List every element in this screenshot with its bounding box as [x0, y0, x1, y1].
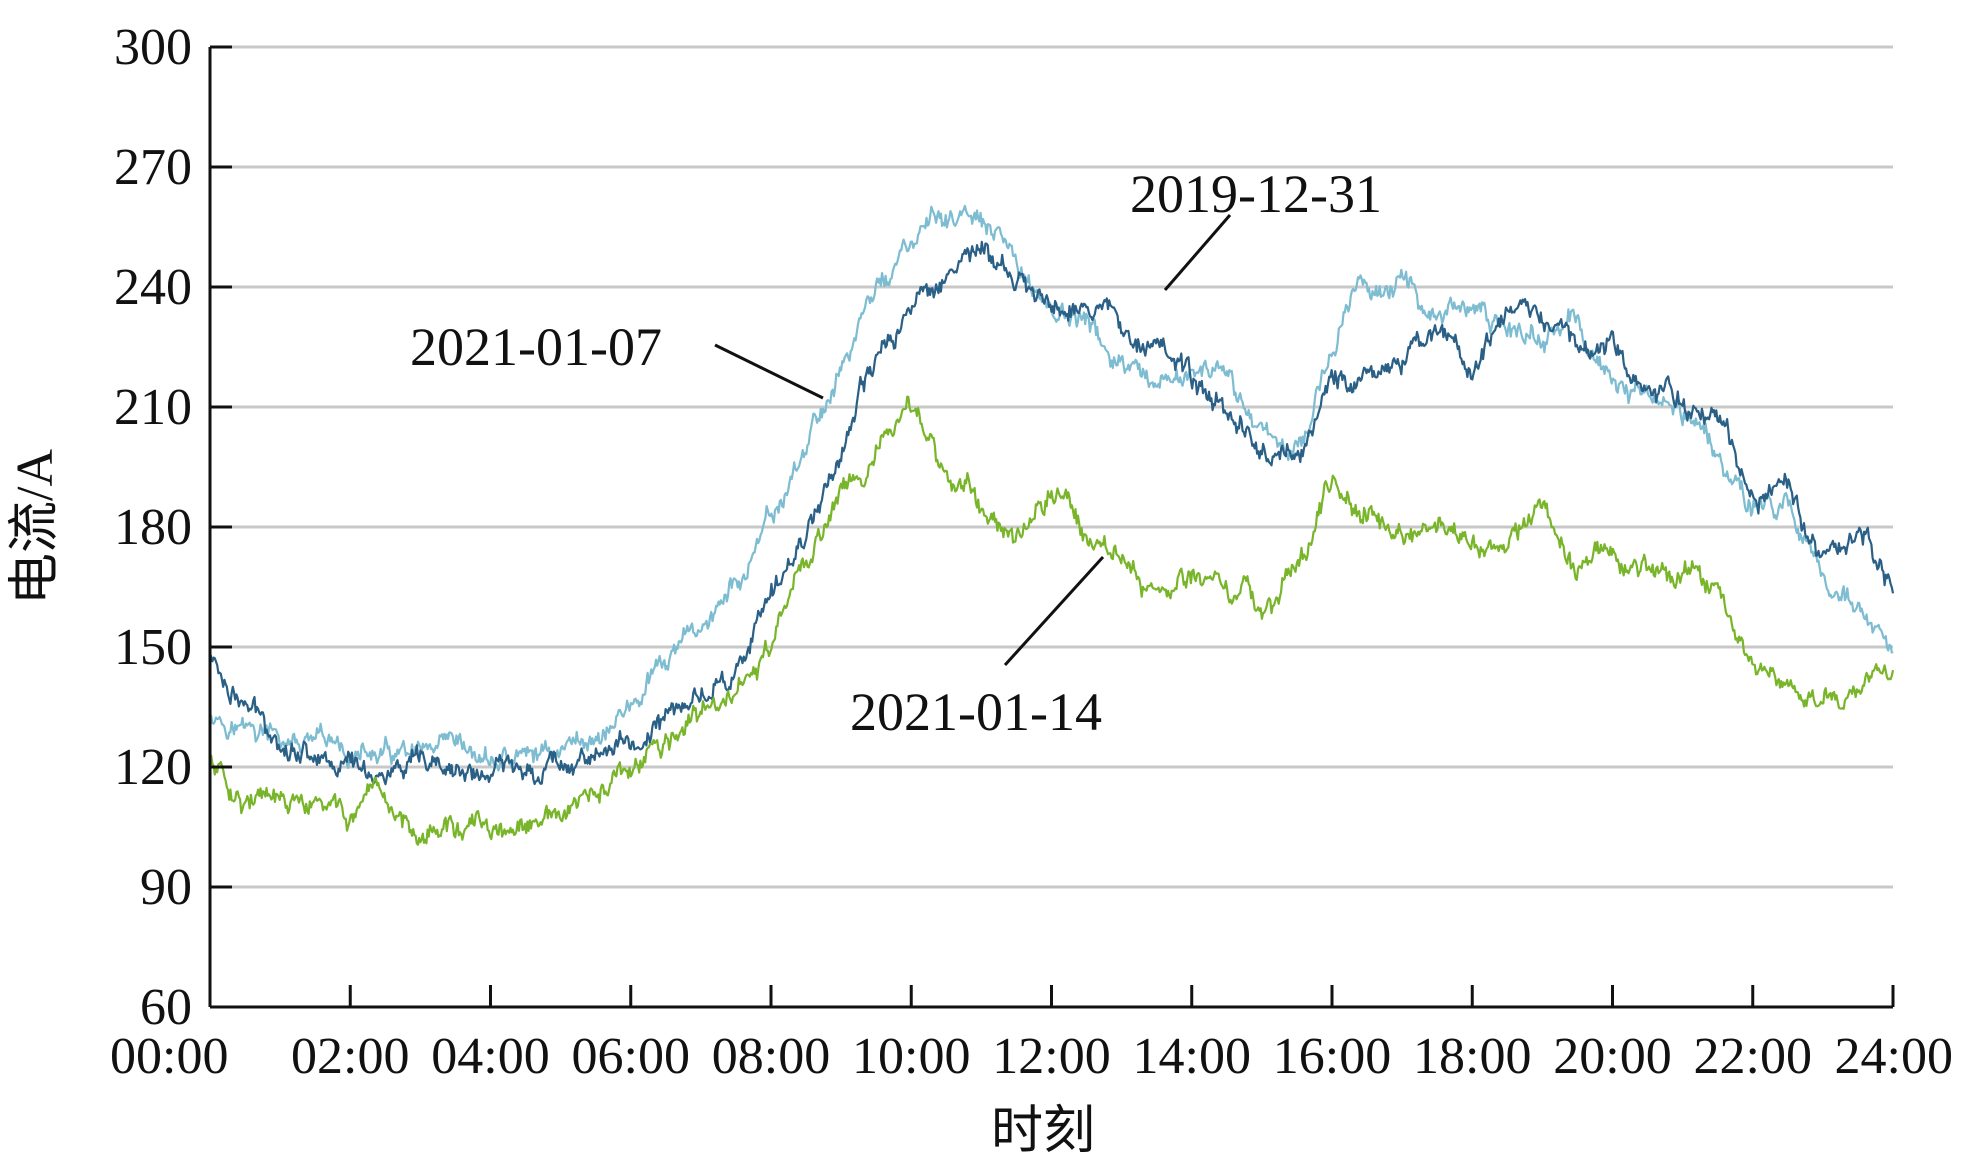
x-tick-label: 12:00: [992, 1028, 1110, 1085]
y-tick-label: 240: [114, 259, 192, 316]
y-tick-labels: 60 90 120 150 180 210 240 270 300: [114, 19, 232, 1036]
leader-2021-01-14: [1003, 555, 1105, 667]
x-tick-label: 24:00: [1835, 1028, 1953, 1085]
annotation-2019-12-31: 2019-12-31: [1130, 164, 1382, 224]
annotation-2021-01-07: 2021-01-07: [410, 317, 662, 377]
series-layer: [208, 204, 1895, 846]
x-tick-label: 04:00: [431, 1028, 549, 1085]
x-tick-label: 20:00: [1553, 1028, 1671, 1085]
x-tick-label: 10:00: [852, 1028, 970, 1085]
x-axis-title: 时刻: [991, 1103, 1095, 1160]
series-annotations: 2019-12-31 2021-01-07 2021-01-14: [410, 164, 1382, 742]
series-line-2021-01-14: [209, 395, 1895, 846]
x-tick-label: 16:00: [1273, 1028, 1391, 1085]
x-tick-label: 00:00: [110, 1028, 228, 1085]
leader-2019-12-31: [1163, 214, 1232, 291]
x-tick-label: 14:00: [1133, 1028, 1251, 1085]
x-tick-label: 02:00: [291, 1028, 409, 1085]
y-tick-label: 120: [114, 739, 192, 796]
series-line-2019-12-31: [208, 240, 1895, 786]
y-tick-label: 150: [114, 619, 192, 676]
x-tick-label: 06:00: [572, 1028, 690, 1085]
grid-lines: [210, 45, 1893, 889]
x-tick-label: 22:00: [1694, 1028, 1812, 1085]
y-tick-label: 90: [140, 859, 192, 916]
y-tick-label: 210: [114, 379, 192, 436]
y-axis-title: 电流/A: [7, 449, 64, 605]
y-tick-label: 300: [114, 19, 192, 76]
annotation-2021-01-14: 2021-01-14: [850, 682, 1102, 742]
y-tick-label: 270: [114, 139, 192, 196]
leader-2021-01-07: [714, 343, 824, 400]
x-tick-label: 18:00: [1413, 1028, 1531, 1085]
x-tick-label: 08:00: [712, 1028, 830, 1085]
y-tick-label: 60: [140, 979, 192, 1036]
y-tick-label: 180: [114, 499, 192, 556]
x-tick-labels: 00:00 02:00 04:00 06:00 08:00 10:00 12:00 14:00…: [110, 985, 1953, 1085]
